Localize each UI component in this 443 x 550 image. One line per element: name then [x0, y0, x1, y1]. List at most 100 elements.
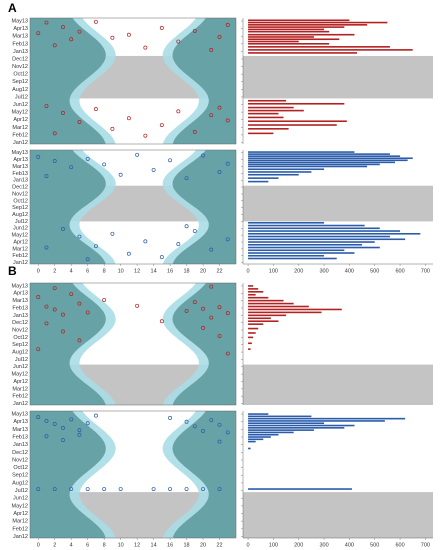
x-tick-label: 0	[247, 542, 250, 548]
night	[30, 18, 106, 144]
point	[217, 105, 222, 110]
point	[93, 244, 98, 249]
bar	[248, 323, 264, 325]
y-tick-label: Apr13	[13, 157, 28, 163]
y-tick-label: Mar12	[12, 386, 28, 392]
gap-band	[243, 185, 433, 222]
point	[209, 418, 214, 423]
x-tick-label: 700	[421, 542, 430, 548]
y-tick-label: Aug12	[12, 350, 28, 356]
bar	[248, 285, 254, 287]
point	[201, 325, 205, 330]
y-tick-label: Jan12	[13, 401, 28, 407]
scatter-panel	[30, 283, 236, 405]
y-tick-label: Jul12	[15, 94, 28, 100]
x-tick-label: 700	[421, 268, 430, 274]
bar	[248, 314, 287, 317]
bar	[248, 254, 325, 257]
y-tick-label: Oct12	[13, 465, 28, 471]
bar	[248, 153, 390, 155]
bar	[248, 232, 421, 235]
y-tick-label: Aug12	[12, 87, 28, 93]
point	[217, 333, 222, 338]
bar	[248, 157, 413, 160]
point	[217, 487, 222, 491]
scatter-panel	[30, 150, 236, 264]
y-tick-label: Apr12	[13, 511, 28, 517]
point	[151, 487, 156, 491]
point	[118, 172, 123, 177]
y-tick-label: Feb13	[12, 434, 28, 440]
bar	[248, 424, 355, 427]
point	[168, 487, 173, 491]
bar	[248, 180, 269, 183]
x-tick-label: 20	[200, 268, 206, 274]
point	[159, 255, 164, 260]
y-tick-label: Jan13	[13, 49, 28, 55]
point	[77, 338, 82, 343]
y-tick-label: Apr13	[13, 26, 28, 32]
point	[102, 297, 107, 302]
bar	[248, 433, 279, 436]
x-tick-label: 300	[319, 268, 328, 274]
point	[118, 487, 123, 491]
point	[225, 118, 230, 123]
y-tick-label: Aug12	[12, 480, 28, 486]
bar	[248, 106, 294, 109]
point	[159, 123, 164, 127]
y-tick-label: Sep12	[12, 205, 28, 211]
night	[172, 283, 236, 405]
bar	[248, 40, 299, 43]
bar	[248, 305, 309, 308]
bar	[248, 415, 312, 418]
night	[30, 150, 106, 264]
bar	[248, 317, 271, 320]
point	[192, 129, 197, 134]
bar	[248, 288, 259, 290]
point	[192, 28, 197, 33]
bar	[248, 227, 380, 230]
y-tick-label: Mar13	[12, 427, 28, 433]
y-tick-label: Oct12	[13, 72, 28, 78]
bar	[248, 336, 254, 339]
bar	[248, 120, 347, 123]
x-tick-label: 300	[319, 542, 328, 548]
bar	[248, 21, 388, 24]
bar	[248, 311, 322, 314]
point	[77, 234, 82, 239]
point	[36, 347, 41, 352]
bar	[248, 171, 312, 173]
point	[110, 231, 115, 236]
y-tick-label: Feb12	[12, 394, 28, 400]
bar	[248, 296, 269, 299]
point	[143, 45, 148, 50]
point	[69, 487, 74, 491]
y-tick-label: Oct12	[13, 335, 28, 341]
gap-band	[243, 492, 433, 538]
point	[151, 167, 156, 172]
point	[85, 156, 90, 161]
point	[225, 161, 230, 166]
point	[143, 239, 148, 244]
point	[159, 25, 164, 30]
bar	[248, 243, 363, 246]
point	[209, 315, 214, 320]
y-tick-label: Jul12	[15, 488, 28, 494]
bar	[248, 422, 325, 425]
x-tick-label: 400	[345, 542, 354, 548]
x-tick-label: 500	[370, 268, 379, 274]
point	[85, 310, 90, 315]
x-tick-label: 400	[345, 268, 354, 274]
point	[143, 133, 148, 138]
scatter-panel	[30, 411, 236, 538]
bar	[248, 308, 342, 311]
y-tick-label: Feb12	[12, 132, 28, 138]
point	[44, 418, 49, 423]
x-tick-label: 14	[151, 542, 157, 548]
y-tick-label: Feb13	[12, 171, 28, 177]
point	[85, 257, 90, 262]
bar	[248, 26, 345, 28]
bar	[248, 155, 401, 157]
frame	[29, 17, 237, 145]
y-tick-label: May12	[11, 233, 28, 239]
